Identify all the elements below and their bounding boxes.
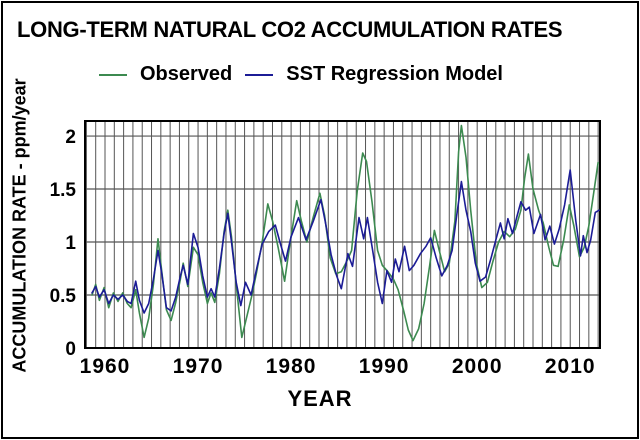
model-line-swatch — [245, 73, 274, 76]
x-tick-label: 1990 — [359, 355, 410, 378]
plot-border — [84, 120, 601, 349]
x-tick-label: 2000 — [452, 355, 503, 378]
plot-area: 1960 1970 1980 1990 2000 2010 0 0.5 1 1.5 2 YEAR — [50, 120, 601, 411]
y-tick-label: 0 — [65, 339, 76, 360]
legend-model-label: SST Regression Model — [286, 63, 503, 85]
chart-title: LONG-TERM NATURAL CO2 ACCUMULATION RATES — [17, 17, 563, 42]
observed-line — [91, 124, 599, 342]
x-tick-label: 1970 — [173, 355, 224, 378]
y-tick-label: 0.5 — [50, 286, 77, 307]
x-tick-label: 1960 — [80, 355, 131, 378]
observed-line-swatch — [99, 73, 127, 76]
legend: Observed SST Regression Model — [99, 63, 503, 86]
y-axis-title: ACCUMULATION RATE - ppm/year — [9, 78, 30, 373]
model-line — [91, 169, 600, 314]
x-axis-title: YEAR — [287, 386, 352, 411]
legend-observed-label: Observed — [140, 63, 233, 85]
x-tick-label: 1980 — [266, 355, 317, 378]
y-tick-label: 1.5 — [50, 180, 77, 201]
x-tick-label: 2010 — [545, 355, 596, 378]
y-tick-label: 1 — [65, 233, 76, 254]
y-tick-label: 2 — [65, 127, 76, 148]
